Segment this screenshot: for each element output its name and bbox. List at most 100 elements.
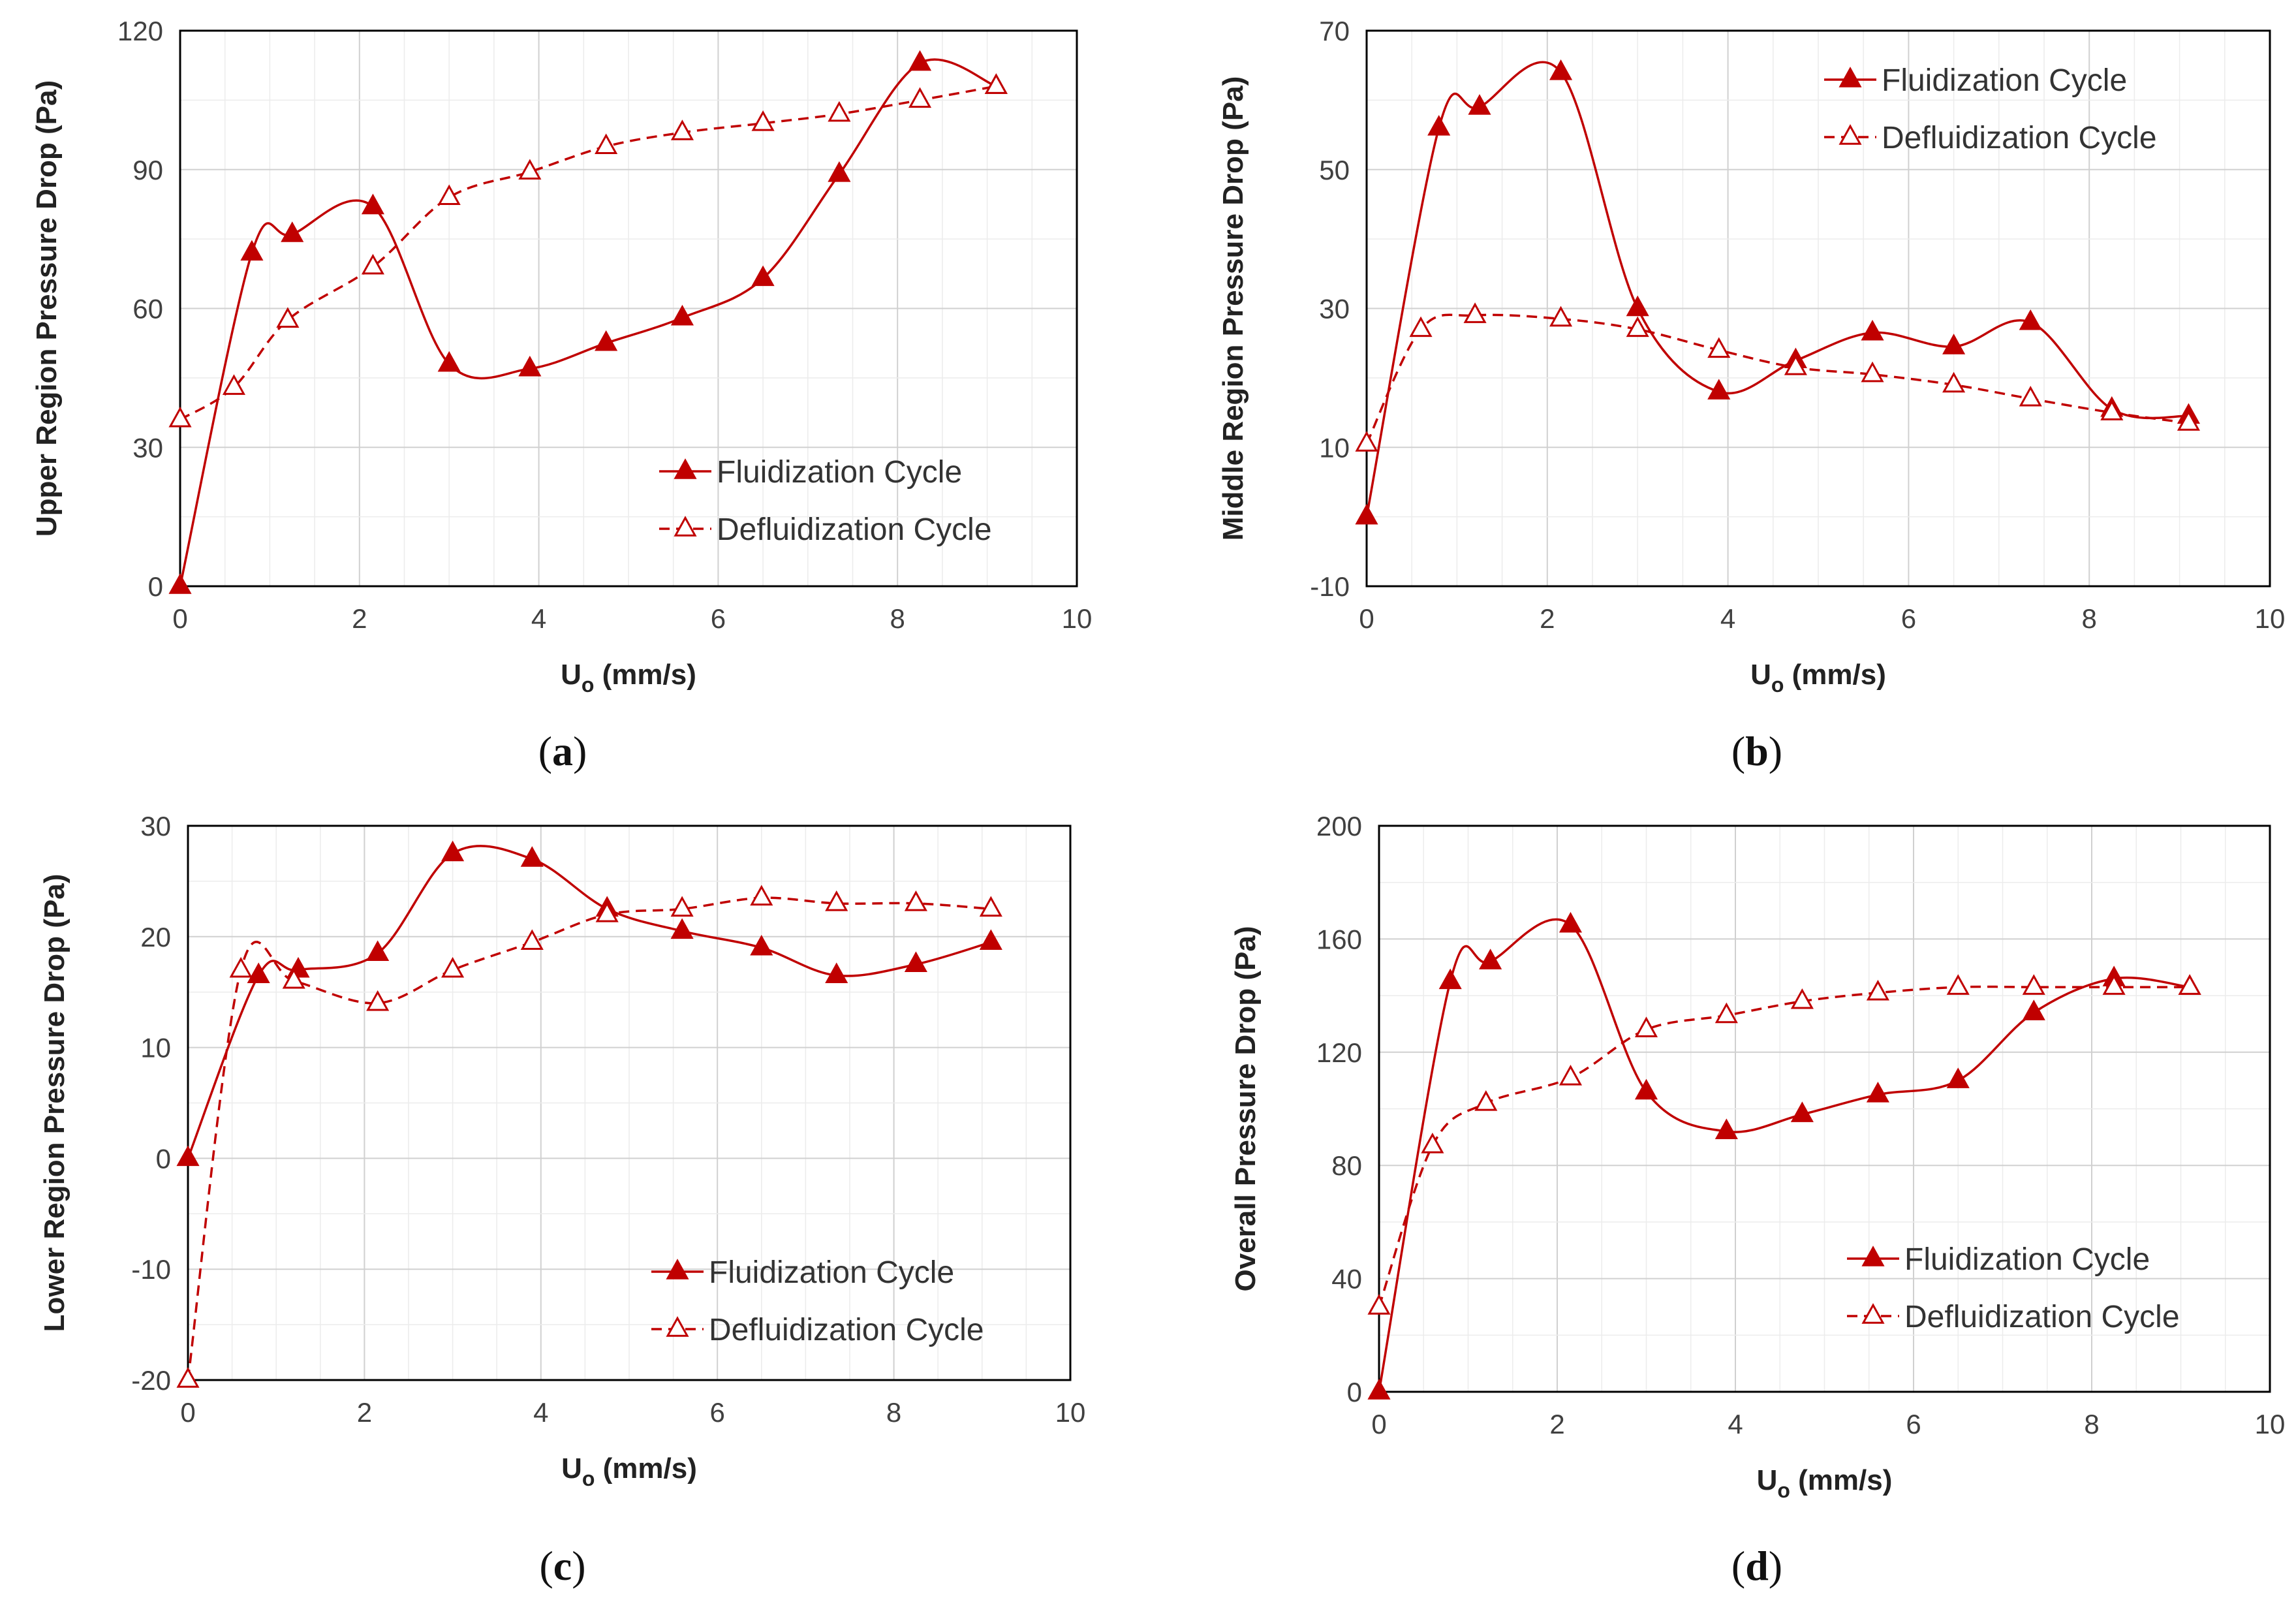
panel-label-paren: ) <box>1769 1543 1782 1589</box>
panel-label-paren: ) <box>1769 728 1782 774</box>
x-tick-label: 0 <box>172 603 187 634</box>
legend-marker <box>666 1259 689 1280</box>
x-axis-title-unit: (mm/s) <box>1790 1464 1892 1496</box>
x-axis-title-subscript: o <box>1777 1479 1790 1502</box>
data-point-marker <box>1463 302 1487 323</box>
data-point-marker <box>437 184 461 206</box>
panel-label-letter: d <box>1745 1543 1769 1589</box>
y-tick-label: 90 <box>132 155 163 185</box>
data-point-marker <box>984 73 1008 94</box>
series-line <box>1378 918 2190 1392</box>
series-fluidization <box>168 50 1008 594</box>
y-tick-label: 10 <box>140 1033 171 1063</box>
data-point-marker <box>1946 1067 1970 1088</box>
data-point-marker <box>595 330 618 351</box>
legend-label: Fluidization Cycle <box>709 1255 954 1290</box>
legend-marker <box>666 1316 689 1337</box>
legend-label: Defluidization Cycle <box>717 512 992 547</box>
y-tick-label: 0 <box>1347 1377 1362 1407</box>
data-point-marker <box>1549 306 1573 327</box>
data-point-marker <box>825 962 848 983</box>
series-defluidization <box>176 885 1002 1388</box>
x-tick-label: 6 <box>711 603 726 634</box>
y-tick-label: 0 <box>148 571 163 602</box>
series-fluidization <box>176 840 1002 1167</box>
data-point-marker <box>1707 337 1731 358</box>
series-defluidization <box>1355 302 2200 452</box>
x-tick-label: 6 <box>1906 1409 1921 1439</box>
data-point-marker <box>2100 400 2124 420</box>
legend-label: Defluidization Cycle <box>709 1313 984 1347</box>
data-point-marker <box>366 990 390 1011</box>
y-tick-label: 160 <box>1316 924 1362 954</box>
data-point-marker <box>2019 309 2042 330</box>
x-tick-label: 8 <box>2082 603 2097 634</box>
panel-label-letter: c <box>553 1543 572 1589</box>
series-defluidization <box>1367 974 2201 1315</box>
data-point-marker <box>750 885 773 906</box>
x-axis-title-main: U <box>1757 1464 1778 1496</box>
legend: Fluidization Cycle Defluidization Cycle <box>659 455 992 547</box>
series-line <box>179 85 997 421</box>
series-defluidization <box>168 73 1008 428</box>
data-point-marker <box>1438 968 1462 990</box>
data-point-marker <box>670 896 694 917</box>
chart-panel-d: 0 2 4 6 8 10 0 40 80 120 160 200 Uo (mm/s) Overall Pr… <box>1230 811 2285 1589</box>
data-point-marker <box>751 265 775 287</box>
y-tick-label: 70 <box>1319 16 1350 46</box>
data-point-marker <box>176 1367 200 1388</box>
y-tick-label: 60 <box>132 294 163 324</box>
y-tick-label: 80 <box>1331 1150 1362 1181</box>
data-point-marker <box>1367 1294 1391 1315</box>
data-point-marker <box>1626 316 1649 338</box>
x-tick-label: 2 <box>352 603 367 634</box>
data-point-marker <box>1427 115 1451 136</box>
data-point-marker <box>1866 1081 1889 1103</box>
legend: Fluidization Cycle Defluidization Cycle <box>651 1255 984 1347</box>
x-axis-title: Uo (mm/s) <box>1757 1464 1893 1502</box>
data-point-marker <box>168 573 192 594</box>
data-point-marker <box>2177 410 2200 431</box>
plot-frame <box>179 29 1078 588</box>
data-point-marker <box>366 940 390 962</box>
legend-label: Fluidization Cycle <box>717 455 962 490</box>
data-point-marker <box>1861 319 1884 341</box>
legend-label: Fluidization Cycle <box>1904 1242 2150 1277</box>
data-point-marker <box>1634 1078 1658 1100</box>
panel-label-paren: ( <box>538 728 552 774</box>
data-point-marker <box>1942 334 1966 354</box>
legend-marker <box>1861 1303 1885 1324</box>
series-line <box>187 845 991 1159</box>
y-axis-title: Lower Region Pressure Drop (Pa) <box>39 874 70 1332</box>
data-point-marker <box>1409 316 1433 338</box>
chart-panel-b: 0 2 4 6 8 10 -10 10 30 50 70 Uo (mm/s) Middle Region… <box>1217 16 2285 774</box>
y-tick-label: 30 <box>1319 294 1350 324</box>
data-point-marker <box>1559 911 1583 933</box>
series-line <box>179 58 997 587</box>
x-tick-label: 0 <box>180 1397 195 1428</box>
data-point-marker <box>908 87 932 108</box>
data-point-marker <box>437 351 461 372</box>
x-axis-title-main: U <box>561 659 582 691</box>
data-point-marker <box>1790 988 1814 1009</box>
panel-label-paren: ) <box>573 728 587 774</box>
series-fluidization <box>1367 911 2201 1400</box>
data-point-marker <box>441 956 465 978</box>
data-point-marker <box>1421 1133 1444 1154</box>
data-point-marker <box>520 846 544 867</box>
gridlines <box>187 825 1071 1381</box>
data-point-marker <box>1790 1101 1814 1122</box>
data-point-marker <box>1626 295 1649 317</box>
plot-frame <box>1365 29 2271 588</box>
data-point-marker <box>1559 1064 1583 1086</box>
data-point-marker <box>247 962 270 983</box>
data-point-marker <box>595 902 619 922</box>
series-line <box>1365 313 2189 445</box>
x-tick-label: 4 <box>533 1397 548 1428</box>
x-axis-title-main: U <box>1750 659 1771 691</box>
panel-label: (b) <box>1731 728 1782 774</box>
data-point-marker <box>670 918 694 939</box>
legend-label: Fluidization Cycle <box>1882 63 2127 98</box>
panel-label-paren: ( <box>1731 1543 1745 1589</box>
data-point-marker <box>1707 379 1731 400</box>
